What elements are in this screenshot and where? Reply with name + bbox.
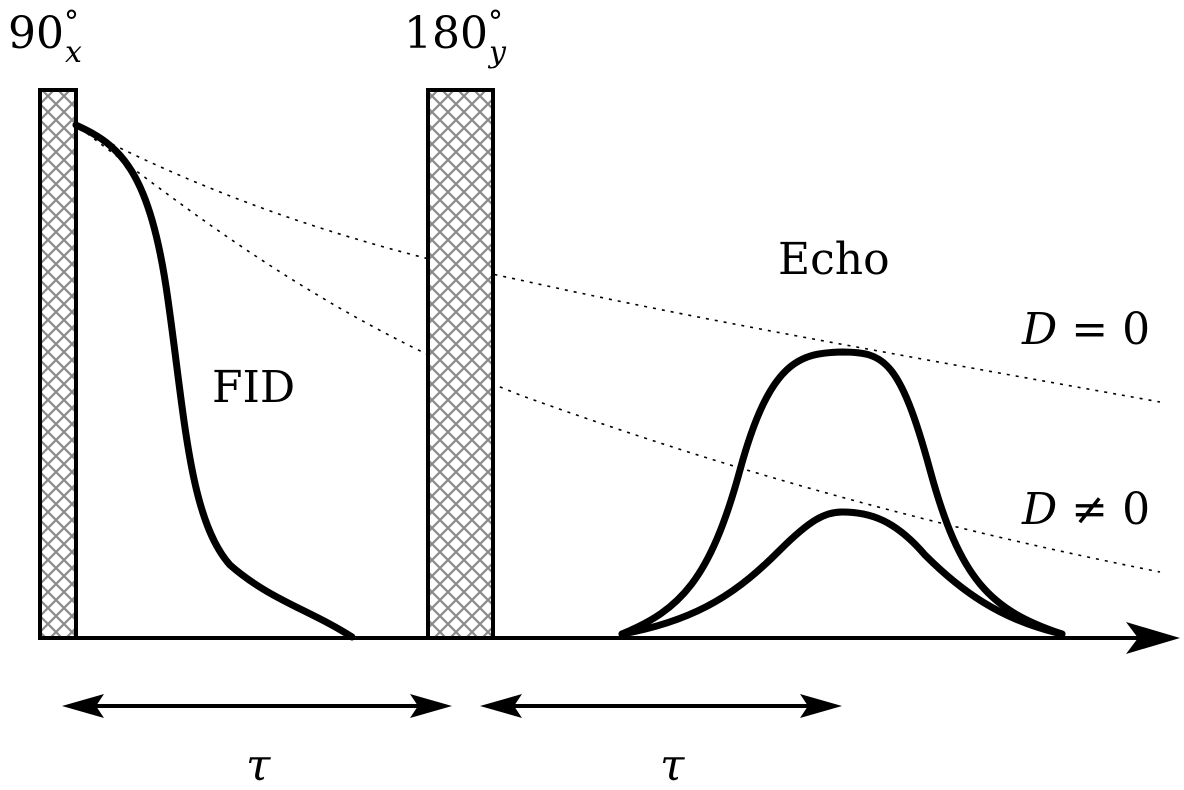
echo-curve-d-zero [618,348,1066,638]
fid-curve [72,121,356,641]
envelope-d-zero [79,127,1161,403]
interval-label-2: τ [660,740,685,790]
echo-curve-d-nonzero [618,508,1066,638]
pulse-180y-label: 180° y [404,5,507,70]
fid-label: FID [212,362,295,413]
time-axis-arrowhead [1126,622,1180,654]
pulse-90x-label: 90° x [8,5,82,70]
d-zero-label: D = 0 [1021,304,1150,355]
d-nonzero-label: D ≠ 0 [1021,484,1150,535]
interval-arrow-2 [480,694,842,718]
interval-arrow-1 [62,694,452,718]
pulse-90x [38,88,78,640]
pulse-180y [426,88,495,640]
envelope-d-nonzero [79,127,1161,573]
interval-label-1: τ [246,740,271,790]
echo-label: Echo [778,234,890,285]
